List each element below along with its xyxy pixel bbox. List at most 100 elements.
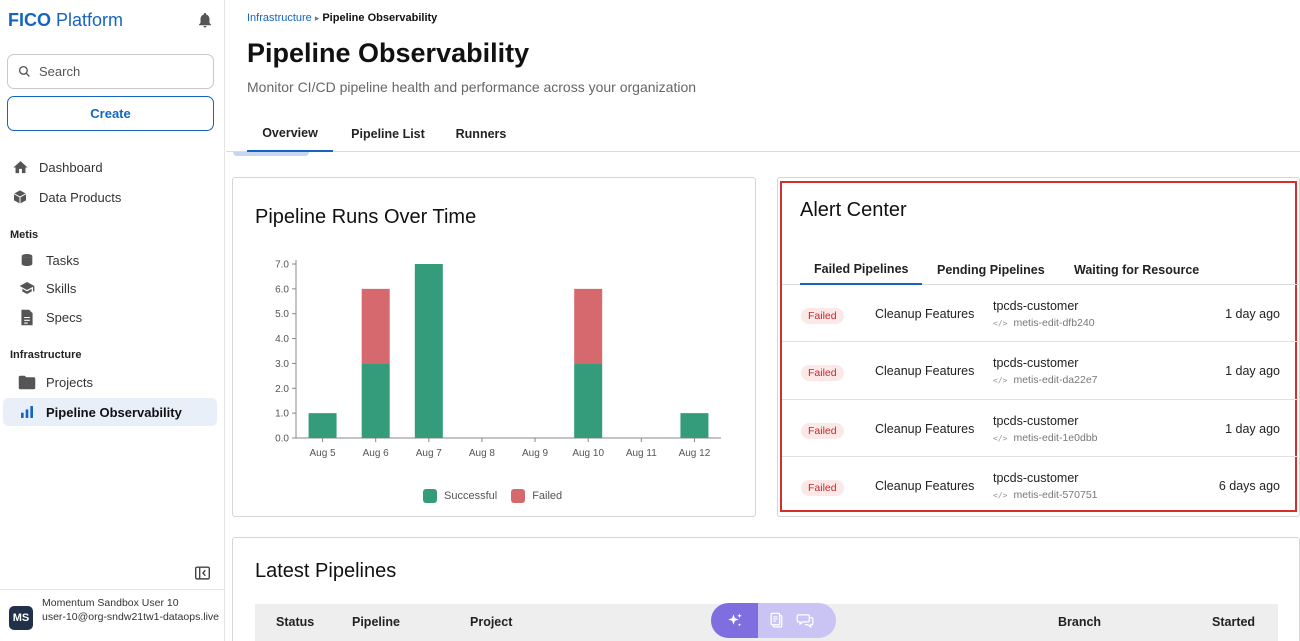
nav-label: Data Products bbox=[39, 189, 122, 205]
col-project[interactable]: Project bbox=[470, 615, 513, 629]
legend-swatch-successful bbox=[423, 489, 437, 503]
nav-skills[interactable]: Skills bbox=[3, 274, 217, 302]
alert-row[interactable]: Failed Cleanup Features tpcds-customer <… bbox=[782, 342, 1298, 400]
branch: </> metis-edit-da22e7 bbox=[993, 374, 1098, 386]
nav-label: Projects bbox=[46, 374, 93, 390]
cube-icon bbox=[11, 188, 29, 206]
legend-label-failed: Failed bbox=[532, 490, 563, 502]
brand-logo[interactable]: FICO Platform bbox=[8, 10, 124, 30]
nav-projects[interactable]: Projects bbox=[3, 368, 217, 396]
alert-row[interactable]: Failed Cleanup Features tpcds-customer <… bbox=[782, 400, 1298, 457]
branch: </> metis-edit-dfb240 bbox=[993, 317, 1095, 329]
alert-row[interactable]: Failed Cleanup Features tpcds-customer <… bbox=[782, 285, 1298, 342]
tasks-icon bbox=[18, 251, 36, 269]
nav-label: Pipeline Observability bbox=[46, 404, 182, 420]
bar-successful bbox=[414, 264, 443, 438]
status-badge: Failed bbox=[801, 308, 844, 324]
col-pipeline[interactable]: Pipeline bbox=[352, 615, 400, 629]
user-profile[interactable]: MS Momentum Sandbox User 10 user-10@org-… bbox=[0, 589, 225, 641]
document-icon bbox=[18, 308, 36, 326]
scroll-indicator bbox=[233, 152, 309, 156]
x-tick-label: Aug 10 bbox=[572, 448, 604, 459]
nav-section-metis: Metis bbox=[10, 229, 39, 241]
breadcrumb-current: Pipeline Observability bbox=[322, 12, 438, 24]
sparkle-icon bbox=[727, 613, 742, 626]
avatar: MS bbox=[9, 606, 33, 630]
alert-row[interactable]: Failed Cleanup Features tpcds-customer <… bbox=[782, 457, 1298, 514]
legend-swatch-failed bbox=[511, 489, 526, 503]
project-name: tpcds-customer bbox=[993, 299, 1079, 313]
bar-failed bbox=[361, 288, 390, 364]
status-badge: Failed bbox=[801, 423, 844, 439]
code-icon: </> bbox=[993, 490, 1008, 500]
tab-runners[interactable]: Runners bbox=[455, 127, 507, 141]
alert-center-card bbox=[777, 177, 1300, 517]
ai-sparkle-button[interactable] bbox=[711, 603, 758, 638]
tab-overview[interactable]: Overview bbox=[247, 116, 333, 152]
code-icon: </> bbox=[993, 318, 1008, 328]
bar-successful bbox=[680, 413, 709, 438]
time-ago: 1 day ago bbox=[1225, 364, 1280, 378]
col-started[interactable]: Started bbox=[1212, 615, 1256, 629]
alert-center-title: Alert Center bbox=[800, 199, 907, 221]
nav-label: Dashboard bbox=[39, 159, 103, 175]
y-tick-label: 2.0 bbox=[275, 384, 289, 395]
y-tick-label: 6.0 bbox=[275, 284, 289, 295]
legend-label-successful: Successful bbox=[444, 490, 498, 502]
code-icon: </> bbox=[993, 375, 1008, 385]
tab-failed-pipelines[interactable]: Failed Pipelines bbox=[800, 255, 923, 285]
user-name: Momentum Sandbox User 10 bbox=[42, 597, 179, 609]
clipboard-icon[interactable] bbox=[769, 612, 786, 629]
breadcrumb-link[interactable]: Infrastructure bbox=[247, 12, 312, 24]
nav-specs[interactable]: Specs bbox=[3, 303, 217, 331]
bar-failed bbox=[574, 288, 603, 364]
bell-icon[interactable] bbox=[196, 11, 214, 29]
bar-successful bbox=[574, 363, 603, 438]
col-status[interactable]: Status bbox=[276, 615, 315, 629]
nav-data-products[interactable]: Data Products bbox=[3, 183, 217, 211]
y-tick-label: 3.0 bbox=[275, 359, 289, 370]
bar-successful bbox=[361, 363, 390, 438]
time-ago: 1 day ago bbox=[1225, 307, 1280, 321]
nav-dashboard[interactable]: Dashboard bbox=[3, 153, 217, 181]
chat-icon[interactable] bbox=[796, 612, 814, 629]
pipeline-name: Cleanup Features bbox=[875, 479, 975, 493]
tab-pending-pipelines[interactable]: Pending Pipelines bbox=[937, 263, 1045, 277]
chart-legend: Successful Failed bbox=[423, 489, 562, 503]
pipeline-name: Cleanup Features bbox=[875, 422, 975, 436]
breadcrumb-separator: ▸ bbox=[314, 13, 320, 23]
search-placeholder: Search bbox=[39, 64, 81, 79]
breadcrumb: Infrastructure ▸ Pipeline Observability bbox=[247, 12, 437, 24]
search-input[interactable]: Search bbox=[7, 54, 214, 89]
folder-icon bbox=[18, 373, 36, 391]
project-name: tpcds-customer bbox=[993, 356, 1079, 370]
nav-section-infrastructure: Infrastructure bbox=[10, 349, 82, 361]
tab-pipeline-list[interactable]: Pipeline List bbox=[351, 127, 425, 141]
y-tick-label: 1.0 bbox=[275, 409, 289, 420]
create-button[interactable]: Create bbox=[7, 96, 214, 131]
status-badge: Failed bbox=[801, 365, 844, 381]
x-tick-label: Aug 6 bbox=[363, 448, 390, 459]
y-tick-label: 7.0 bbox=[275, 260, 289, 271]
page-tabs: Overview Pipeline List Runners bbox=[226, 116, 1300, 152]
x-tick-label: Aug 12 bbox=[679, 448, 711, 459]
nav-label: Tasks bbox=[46, 252, 80, 268]
page-subtitle: Monitor CI/CD pipeline health and perfor… bbox=[247, 79, 697, 95]
x-tick-label: Aug 8 bbox=[469, 448, 496, 459]
sidebar-collapse-icon[interactable] bbox=[195, 566, 210, 580]
nav-pipeline-observability[interactable]: Pipeline Observability bbox=[3, 398, 217, 426]
col-branch[interactable]: Branch bbox=[1058, 615, 1102, 629]
project-name: tpcds-customer bbox=[993, 414, 1079, 428]
x-tick-label: Aug 5 bbox=[309, 448, 336, 459]
x-tick-label: Aug 9 bbox=[522, 448, 549, 459]
search-icon bbox=[18, 65, 30, 77]
pipeline-name: Cleanup Features bbox=[875, 307, 975, 321]
y-tick-label: 5.0 bbox=[275, 309, 289, 320]
nav-tasks[interactable]: Tasks bbox=[3, 246, 217, 274]
x-tick-label: Aug 11 bbox=[626, 448, 657, 459]
branch: </> metis-edit-1e0dbb bbox=[993, 432, 1098, 444]
page-title: Pipeline Observability bbox=[247, 38, 530, 68]
alert-tabs-divider bbox=[782, 284, 1298, 285]
tab-waiting-for-resource[interactable]: Waiting for Resource bbox=[1074, 263, 1200, 277]
home-icon bbox=[11, 158, 29, 176]
